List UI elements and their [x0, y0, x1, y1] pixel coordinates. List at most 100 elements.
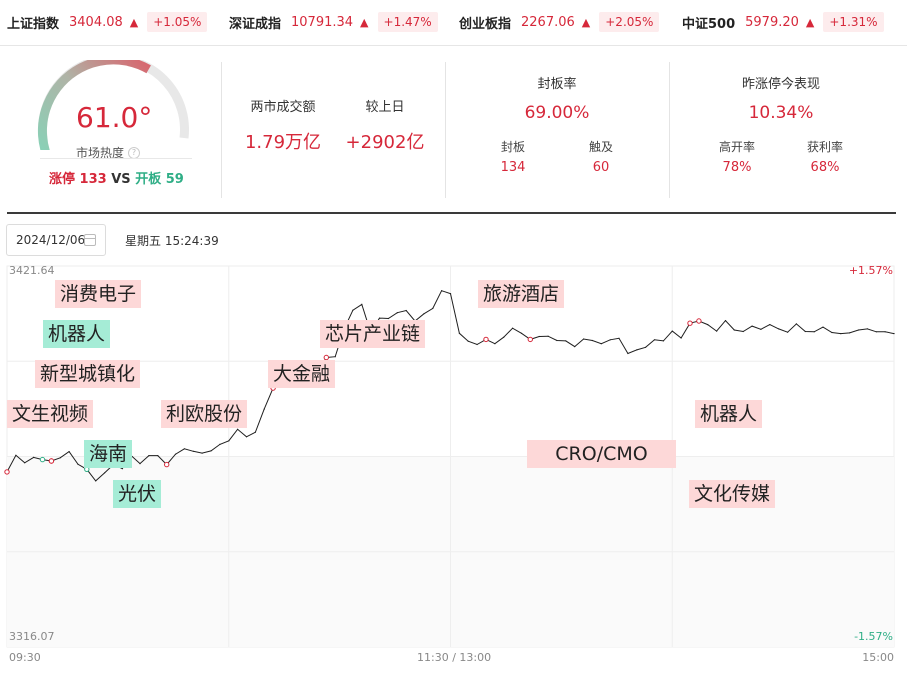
sealed-label: 封板	[500, 140, 525, 154]
divider	[445, 62, 446, 198]
sector-tag[interactable]: 机器人	[695, 400, 763, 428]
sector-tag[interactable]: 海南	[84, 440, 133, 468]
price-point	[104, 472, 106, 474]
date-value: 2024/12/06	[16, 233, 86, 247]
price-point	[742, 330, 744, 333]
profit-value: 68%	[810, 160, 840, 175]
price-point	[148, 455, 150, 457]
turnover-label: 两市成交额	[250, 100, 316, 115]
price-point	[840, 333, 842, 335]
price-point	[831, 331, 833, 334]
help-circle-icon[interactable]: ?	[128, 146, 141, 159]
y-bottom-label: 3316.07	[9, 630, 55, 643]
index-value: 10791.34	[291, 14, 354, 30]
price-point	[787, 331, 789, 333]
divider	[669, 62, 670, 198]
price-point	[813, 331, 815, 333]
price-point	[494, 343, 496, 345]
sector-tag[interactable]: CRO/CMO	[527, 440, 676, 468]
price-point	[662, 340, 665, 342]
price-point	[210, 450, 212, 452]
price-point	[884, 331, 886, 333]
sector-tag[interactable]: 消费电子	[55, 280, 142, 308]
index-item-zz500[interactable]: 中证500 5979.20 ▲ +1.31%	[682, 11, 884, 33]
x-label-open: 09:30	[9, 651, 41, 664]
index-change-badge: +1.31%	[823, 12, 884, 32]
sector-tag[interactable]: 光伏	[113, 480, 162, 508]
price-point	[538, 335, 540, 338]
intraday-chart[interactable]: 3421.64 3316.07 +1.57% -1.57% 09:30 11:3…	[0, 260, 907, 676]
sector-tag[interactable]: 机器人	[43, 320, 111, 348]
seal-rate-value: 69.00%	[524, 103, 590, 123]
index-ticker-bar: 上证指数 3404.08 ▲ +1.05% 深证成指 10791.34 ▲ +1…	[0, 0, 907, 46]
price-point	[24, 462, 26, 464]
price-point	[822, 326, 824, 328]
price-point	[183, 448, 185, 450]
up-arrow-icon: ▲	[360, 15, 369, 29]
index-name: 上证指数	[7, 16, 60, 32]
price-point	[361, 303, 363, 305]
annotation-marker	[4, 469, 10, 475]
index-item-cyb[interactable]: 创业板指 2267.06 ▲ +2.05%	[459, 11, 660, 33]
sector-tag[interactable]: 利欧股份	[161, 400, 248, 428]
sector-tag[interactable]: 芯片产业链	[320, 320, 426, 348]
price-point	[565, 340, 567, 342]
turnover-value: 1.79万亿	[244, 132, 322, 153]
x-label-midday: 11:30 / 13:00	[417, 651, 492, 664]
price-point	[733, 329, 735, 331]
up-arrow-icon: ▲	[129, 15, 139, 29]
price-point	[547, 335, 549, 337]
price-point	[627, 352, 629, 355]
price-point	[751, 325, 753, 327]
sector-tag[interactable]: 文生视频	[7, 400, 94, 428]
heat-value: 61.0°	[76, 101, 153, 134]
sector-tag[interactable]: 大金融	[268, 360, 336, 388]
calendar-icon[interactable]	[84, 234, 96, 246]
price-point	[334, 356, 336, 358]
index-item-sz[interactable]: 深证成指 10791.34 ▲ +1.47%	[229, 11, 438, 33]
price-point	[33, 456, 35, 458]
price-point	[511, 327, 514, 329]
index-value: 2267.06	[521, 14, 575, 30]
price-point	[503, 336, 505, 338]
price-point	[95, 480, 97, 482]
limit-up-count: 133	[79, 172, 107, 187]
annotation-marker	[323, 354, 329, 361]
pct-top-label: +1.57%	[848, 264, 893, 277]
market-heat-gauge: 61.0° 市场热度 ?	[30, 60, 200, 210]
price-point	[378, 317, 381, 319]
price-point	[174, 453, 177, 455]
divider	[221, 62, 222, 198]
price-point	[849, 332, 851, 334]
price-point	[893, 333, 895, 335]
annotation-marker	[696, 318, 702, 324]
annotation-marker	[527, 336, 533, 343]
price-point	[591, 339, 594, 342]
date-picker[interactable]: 2024/12/06	[6, 224, 106, 256]
turnover-compare-label: 较上日	[365, 100, 405, 115]
touched-value: 60	[592, 160, 610, 175]
sector-tag[interactable]: 旅游酒店	[478, 280, 565, 308]
pct-bottom-label: -1.57%	[854, 630, 893, 643]
sector-tag[interactable]: 文化传媒	[689, 480, 776, 508]
price-point	[432, 307, 434, 309]
price-point	[245, 436, 248, 438]
index-value: 5979.20	[745, 14, 799, 30]
sector-tag[interactable]: 新型城镇化	[35, 360, 141, 388]
index-change-badge: +2.05%	[599, 12, 660, 32]
turnover-compare-value: +2902亿	[345, 132, 425, 153]
price-point	[15, 454, 17, 456]
limit-up-summary: 涨停 133 VS 开板 59	[49, 168, 184, 187]
price-point	[192, 450, 194, 452]
price-point	[59, 457, 61, 459]
price-point	[769, 324, 771, 326]
high-open-label: 高开率	[718, 140, 755, 154]
divider	[7, 212, 896, 214]
price-point	[778, 328, 780, 330]
price-point	[68, 451, 70, 453]
price-point	[219, 443, 221, 445]
weekday-time: 星期五 15:24:39	[125, 234, 219, 248]
index-item-sh[interactable]: 上证指数 3404.08 ▲ +1.05%	[7, 11, 208, 33]
profit-label: 获利率	[806, 140, 843, 154]
price-point	[423, 313, 425, 315]
